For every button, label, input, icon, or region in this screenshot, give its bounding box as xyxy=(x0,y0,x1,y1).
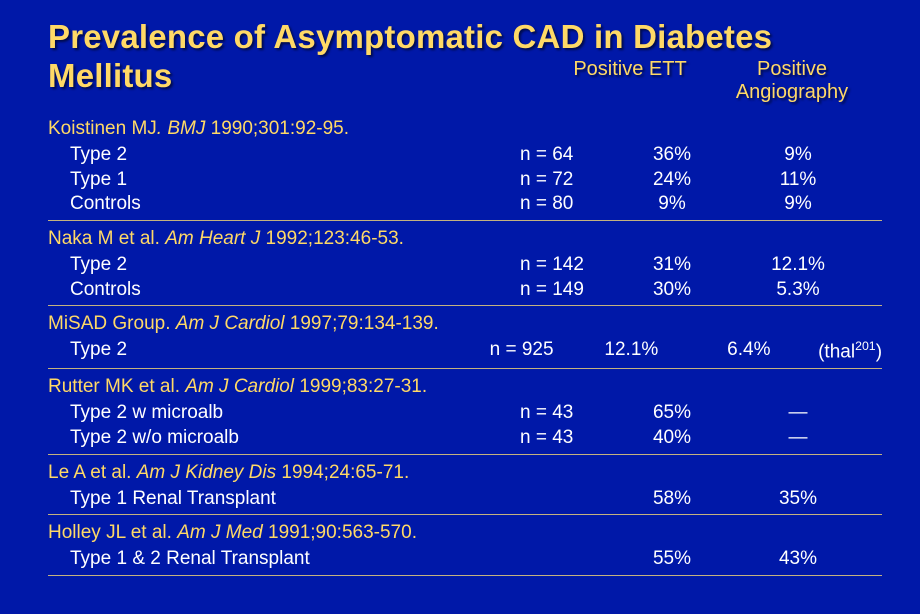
row-label: Type 2 xyxy=(48,143,520,168)
row-angiography: 9% xyxy=(728,143,868,168)
row-label: Controls xyxy=(48,192,520,217)
row-note: (thal201) xyxy=(814,338,882,365)
row-angiography: 5.3% xyxy=(728,278,868,303)
data-row: Controlsn = 809%9% xyxy=(48,192,882,217)
row-n: n = 43 xyxy=(520,426,616,451)
row-n xyxy=(520,547,616,572)
row-angiography: 12.1% xyxy=(728,253,868,278)
row-ett: 65% xyxy=(616,401,728,426)
data-row: Type 1 Renal Transplant 58%35% xyxy=(48,487,882,512)
row-angiography: 6.4% xyxy=(684,338,815,365)
data-row: Type 1 & 2 Renal Transplant 55%43% xyxy=(48,547,882,572)
divider xyxy=(48,454,882,455)
row-ett: 9% xyxy=(616,192,728,217)
row-angiography: — xyxy=(728,426,868,451)
data-row: Type 2 w microalbn = 4365%— xyxy=(48,401,882,426)
data-row: Type 2n = 92512.1%6.4%(thal201) xyxy=(48,338,882,365)
slide: Prevalence of Asymptomatic CAD in Diabet… xyxy=(0,0,920,614)
row-n: n = 149 xyxy=(520,278,616,303)
row-n: n = 142 xyxy=(520,253,616,278)
row-label: Type 1 & 2 Renal Transplant xyxy=(48,547,520,572)
data-row: Type 2 w/o microalbn = 4340%— xyxy=(48,426,882,451)
row-angiography: 9% xyxy=(728,192,868,217)
row-label: Type 2 xyxy=(48,338,490,365)
row-angiography: — xyxy=(728,401,868,426)
row-n: n = 72 xyxy=(520,168,616,193)
divider xyxy=(48,514,882,515)
row-n: n = 43 xyxy=(520,401,616,426)
divider xyxy=(48,220,882,221)
header-positive-angiography: Positive Angiography xyxy=(712,58,872,104)
row-ett: 55% xyxy=(616,547,728,572)
data-row: Type 2n = 6436%9% xyxy=(48,143,882,168)
divider xyxy=(48,368,882,369)
row-label: Type 1 xyxy=(48,168,520,193)
row-angiography: 35% xyxy=(728,487,868,512)
row-label: Type 2 xyxy=(48,253,520,278)
divider xyxy=(48,305,882,306)
row-ett: 24% xyxy=(616,168,728,193)
study-citation: MiSAD Group. Am J Cardiol 1997;79:134-13… xyxy=(48,309,882,338)
data-row: Controlsn = 14930%5.3% xyxy=(48,278,882,303)
row-label: Type 1 Renal Transplant xyxy=(48,487,520,512)
row-label: Type 2 w microalb xyxy=(48,401,520,426)
header-positive-ett: Positive ETT xyxy=(570,58,690,81)
row-ett: 31% xyxy=(616,253,728,278)
divider xyxy=(48,575,882,576)
study-citation: Holley JL et al. Am J Med 1991;90:563-57… xyxy=(48,518,882,547)
row-ett: 40% xyxy=(616,426,728,451)
data-row: Type 2n = 14231%12.1% xyxy=(48,253,882,278)
study-citation: Koistinen MJ. BMJ 1990;301:92-95. xyxy=(48,114,882,143)
study-citation: Naka M et al. Am Heart J 1992;123:46-53. xyxy=(48,224,882,253)
row-label: Controls xyxy=(48,278,520,303)
studies-list: Koistinen MJ. BMJ 1990;301:92-95.Type 2n… xyxy=(48,114,882,576)
row-ett: 12.1% xyxy=(579,338,683,365)
data-row: Type 1n = 7224%11% xyxy=(48,168,882,193)
row-angiography: 43% xyxy=(728,547,868,572)
study-citation: Rutter MK et al. Am J Cardiol 1999;83:27… xyxy=(48,372,882,401)
row-n xyxy=(520,487,616,512)
study-citation: Le A et al. Am J Kidney Dis 1994;24:65-7… xyxy=(48,458,882,487)
row-n: n = 80 xyxy=(520,192,616,217)
row-ett: 58% xyxy=(616,487,728,512)
row-n: n = 925 xyxy=(490,338,580,365)
row-label: Type 2 w/o microalb xyxy=(48,426,520,451)
row-ett: 30% xyxy=(616,278,728,303)
row-ett: 36% xyxy=(616,143,728,168)
row-angiography: 11% xyxy=(728,168,868,193)
row-n: n = 64 xyxy=(520,143,616,168)
